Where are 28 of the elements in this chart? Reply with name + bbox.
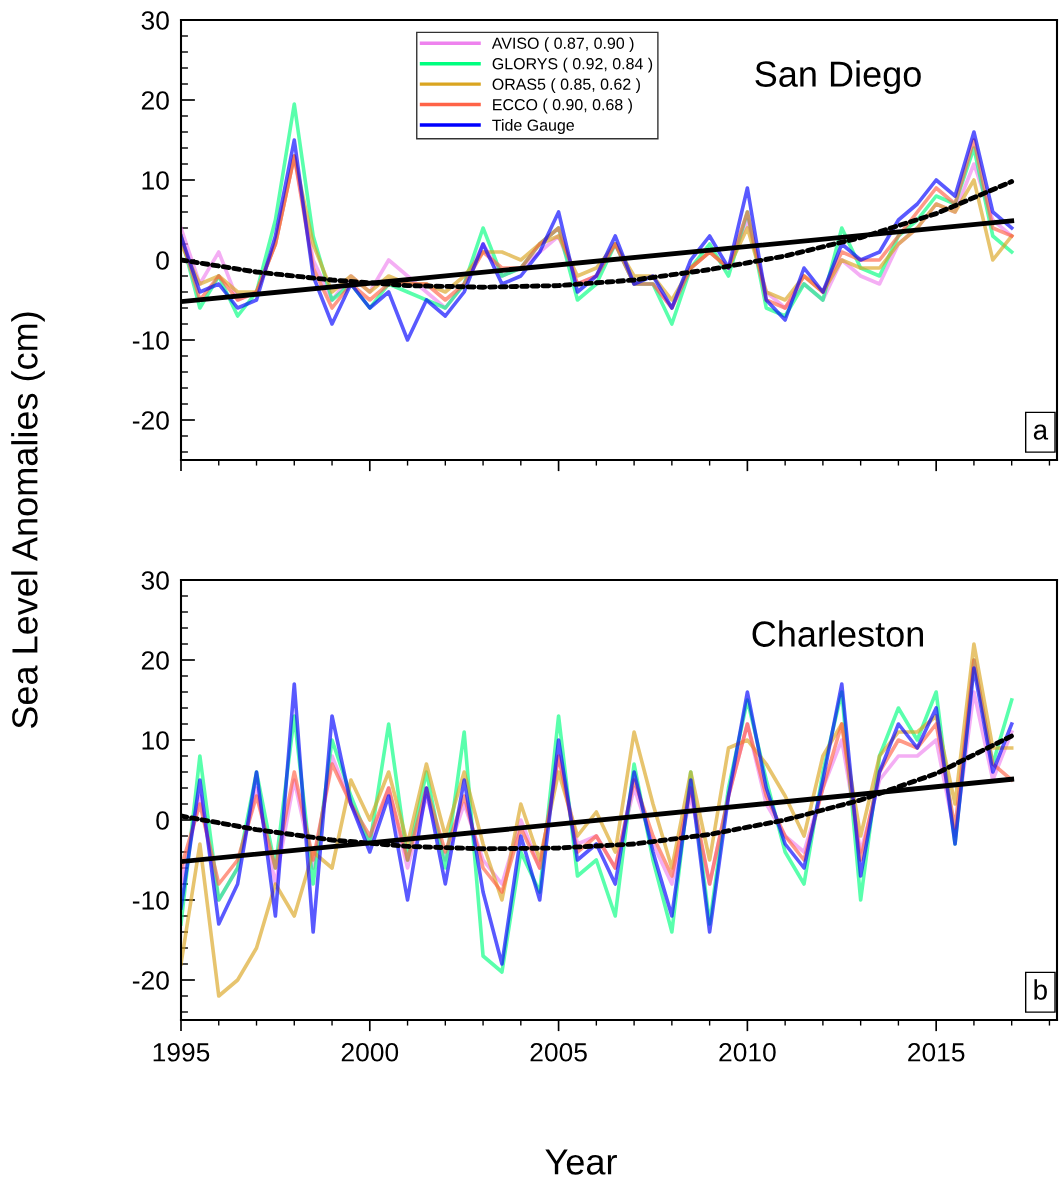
legend-label: ECCO ( 0.90, 0.68 )	[493, 98, 632, 114]
y-tick-label: 10	[142, 731, 169, 750]
y-tick-label: 0	[156, 251, 169, 270]
x-tick-label: 2000	[341, 1042, 399, 1062]
annotation: a	[1033, 424, 1049, 440]
y-tick-label: -20	[132, 971, 169, 990]
y-tick-label: 20	[141, 91, 169, 110]
x-axis-title: Year	[545, 1149, 617, 1175]
annotation: b	[1034, 979, 1047, 1000]
text: Charleston	[752, 620, 923, 647]
x-tick-label: 2010	[719, 1042, 776, 1062]
legend-label: ORAS5 ( 0.85, 0.62 )	[492, 78, 640, 94]
y-tick-label: 10	[142, 171, 169, 190]
legend-label: AVISO ( 0.87, 0.90 )	[491, 37, 634, 53]
y-tick-label: -10	[132, 331, 169, 350]
legend-label: GLORYS ( 0.92, 0.84 )	[492, 57, 653, 73]
text: San Diego	[755, 60, 921, 95]
y-tick-label: -20	[132, 411, 169, 430]
y-tick-label: -10	[132, 891, 169, 910]
x-tick-label: 1995	[153, 1042, 210, 1062]
y-tick-label: 30	[141, 571, 169, 590]
y-tick-label: 20	[141, 651, 169, 670]
x-tick-label: 2015	[908, 1042, 965, 1062]
y-tick-label: 0	[156, 811, 169, 830]
legend-label: Tide Gauge	[492, 119, 574, 134]
x-tick-label: 2005	[530, 1042, 587, 1062]
y-axis-title: Sea Level Anomalies (cm)	[11, 312, 45, 729]
y-tick-label: 30	[141, 11, 169, 30]
